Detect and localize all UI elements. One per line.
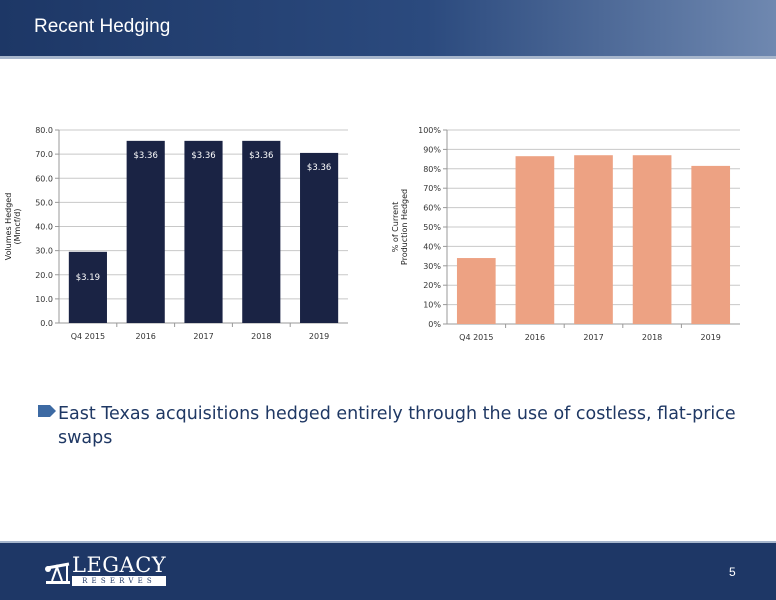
y-tick-label: 20.0: [35, 271, 53, 280]
y-axis-title-line: (Mmcf/d): [13, 209, 22, 245]
volume-bar: [184, 140, 223, 323]
y-tick-label: 70%: [423, 184, 441, 193]
logo-wordmark: LEGACY: [72, 553, 167, 577]
volume-bar: [68, 251, 107, 323]
x-tick-label: 2016: [136, 332, 156, 341]
x-tick-label: 2018: [251, 332, 271, 341]
data-label: $3.36: [249, 151, 273, 161]
data-label: $3.36: [307, 163, 331, 173]
y-tick-label: 50%: [423, 223, 441, 232]
y-tick-label: 60%: [423, 204, 441, 213]
page-title: Recent Hedging: [34, 16, 171, 37]
footer-divider: [0, 541, 776, 543]
y-tick-label: 40.0: [35, 223, 53, 232]
oil-pump-icon: [45, 562, 70, 584]
footer-bar: [0, 543, 776, 600]
y-tick-label: 0%: [428, 320, 441, 329]
arrow-tag-icon: [38, 405, 56, 417]
y-axis-title: % of CurrentProduction Hedged: [391, 189, 409, 265]
y-tick-label: 100%: [418, 126, 441, 135]
y-axis-title-line: Volumes Hedged: [4, 193, 13, 261]
percent-bar: [574, 155, 613, 324]
logo-subtitle: RESERVES: [72, 576, 166, 586]
page-number: 5: [729, 565, 736, 579]
y-axis-title-line: Production Hedged: [400, 189, 409, 265]
x-tick-label: 2017: [193, 332, 213, 341]
y-axis-title-line: % of Current: [391, 202, 400, 252]
percent-bar: [691, 165, 731, 324]
volume-bar: [300, 152, 339, 323]
data-label: $3.36: [191, 151, 215, 161]
percent-bar: [456, 258, 496, 324]
company-logo: LEGACY RESERVES: [44, 553, 168, 587]
y-tick-label: 10.0: [35, 295, 53, 304]
production-hedged-chart: 0% 10% 20% 30% 40% 50% 60% 70% 80% 90% 100% Q4 2015…: [391, 126, 740, 342]
y-tick-label: 20%: [423, 281, 441, 290]
x-tick-label: 2017: [583, 333, 603, 342]
y-tick-label: 40%: [423, 242, 441, 251]
y-tick-label: 60.0: [35, 174, 53, 183]
header-bar: [0, 0, 776, 56]
x-tick-label: 2016: [525, 333, 545, 342]
data-label: $3.36: [134, 151, 158, 161]
y-tick-label: 50.0: [35, 198, 53, 207]
x-tick-label: 2019: [701, 333, 721, 342]
volume-bar: [126, 140, 165, 323]
percent-bar: [632, 155, 672, 324]
x-tick-label: 2019: [309, 332, 329, 341]
y-tick-label: 30.0: [35, 247, 53, 256]
y-tick-label: 0.0: [40, 319, 53, 328]
y-tick-label: 70.0: [35, 150, 53, 159]
x-tick-label: 2018: [642, 333, 662, 342]
x-tick-label: Q4 2015: [71, 332, 105, 341]
y-tick-label: 30%: [423, 262, 441, 271]
y-tick-label: 80.0: [35, 126, 53, 135]
y-tick-label: 10%: [423, 301, 441, 310]
x-tick-label: Q4 2015: [459, 333, 493, 342]
percent-bar: [515, 156, 555, 324]
header-divider: [0, 56, 776, 59]
y-axis-title: Volumes Hedged(Mmcf/d): [4, 193, 22, 261]
bullet-text: East Texas acquisitions hedged entirely …: [58, 404, 736, 448]
y-tick-label: 90%: [423, 145, 441, 154]
data-label: $3.19: [76, 273, 100, 283]
volumes-hedged-chart: 0.0 10.0 20.0 30.0 40.0 50.0 60.0 70.0 80.0 Q4 20…: [4, 126, 348, 341]
volume-bar: [242, 140, 281, 323]
y-tick-label: 80%: [423, 165, 441, 174]
